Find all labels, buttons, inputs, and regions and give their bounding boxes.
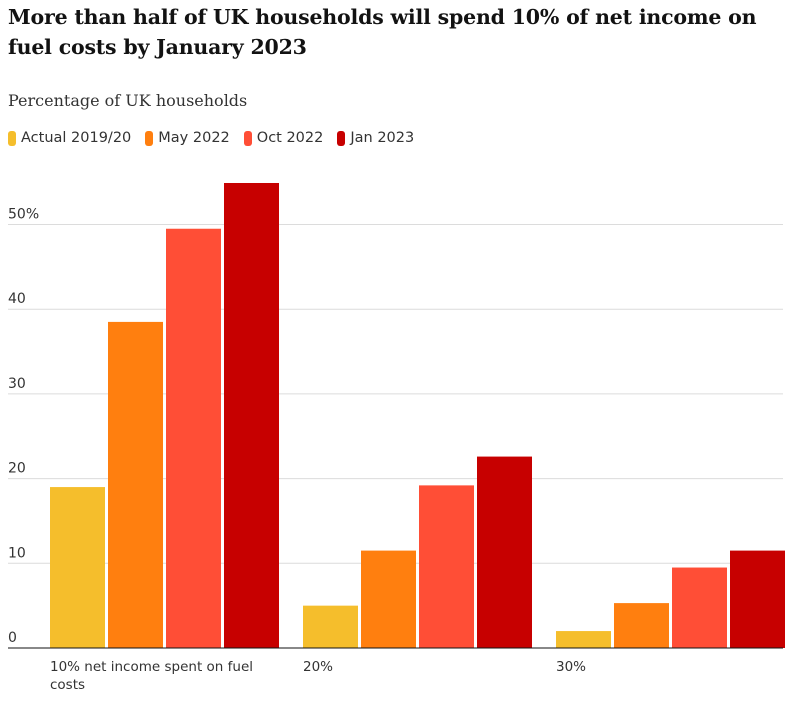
legend-item-actual-2019-20: Actual 2019/20 [8, 130, 131, 146]
bar [108, 321, 163, 648]
y-tick-label: 0 [8, 630, 17, 646]
legend-swatch [243, 130, 252, 146]
bar [477, 456, 532, 648]
bar [50, 487, 105, 648]
chart-title: More than half of UK households will spe… [8, 5, 757, 59]
category-label: 20% [303, 659, 333, 675]
legend-item-may-2022: May 2022 [145, 130, 230, 146]
category-label: 30% [556, 659, 586, 675]
legend: Actual 2019/20 May 2022 Oct 2022 Jan 202… [8, 130, 428, 146]
bar [361, 550, 416, 648]
bar [556, 631, 611, 648]
bar [303, 605, 358, 648]
y-tick-label: 50% [8, 207, 39, 223]
legend-label: May 2022 [158, 130, 230, 146]
legend-swatch [8, 130, 16, 146]
bar [419, 485, 474, 648]
legend-label: Oct 2022 [256, 130, 324, 146]
bar [166, 228, 221, 649]
category-label: 10% net income spent on fuel costs [50, 659, 253, 693]
y-tick-label: 10 [8, 545, 26, 561]
legend-swatch [337, 130, 346, 146]
legend-label: Actual 2019/20 [21, 130, 132, 146]
bar [672, 567, 727, 648]
legend-item-jan-2023: Jan 2023 [337, 130, 414, 146]
y-tick-label: 20 [8, 461, 26, 477]
y-tick-label: 40 [8, 291, 26, 307]
legend-label: Jan 2023 [350, 130, 415, 146]
chart-subtitle: Percentage of UK households [8, 91, 248, 110]
y-tick-label: 30 [8, 376, 26, 392]
legend-item-oct-2022: Oct 2022 [243, 130, 324, 146]
legend-swatch [145, 130, 154, 146]
bar [730, 550, 785, 648]
bar [614, 603, 669, 648]
bar [224, 182, 279, 648]
